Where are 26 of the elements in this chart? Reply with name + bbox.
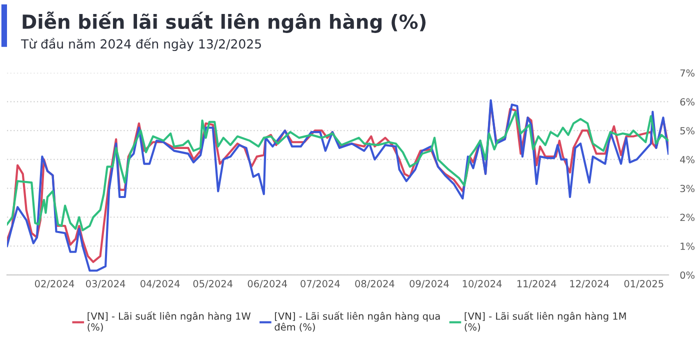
legend-label: [VN] - Lãi suất liên ngân hàng 1W (%)	[88, 311, 251, 332]
x-tick-label: 12/2024	[570, 280, 609, 288]
x-tick-label: 05/2024	[193, 280, 232, 288]
x-tick-label: 02/2024	[34, 280, 74, 288]
legend-label: [VN] - Lãi suất liên ngân hàng qua đêm (%)	[274, 311, 440, 332]
line-series	[7, 110, 668, 232]
y-tick-label: 4%	[680, 156, 694, 164]
x-tick-label: 10/2024	[462, 280, 502, 288]
x-tick-label: 07/2024	[300, 280, 340, 288]
x-tick-label: 09/2024	[410, 280, 449, 288]
legend-label: [VN] - Lãi suất liên ngân hàng 1M (%)	[464, 311, 626, 332]
x-tick-label: 03/2024	[86, 280, 126, 288]
y-tick-label: 6%	[680, 98, 694, 106]
y-tick-label: 0%	[680, 271, 694, 279]
y-tick-label: 7%	[680, 69, 694, 77]
x-tick-label: 01/2025	[624, 280, 664, 288]
x-tick-label: 11/2024	[517, 280, 556, 288]
x-tick-label: 04/2024	[140, 280, 180, 288]
y-tick-label: 3%	[680, 184, 694, 192]
y-tick-label: 2%	[680, 214, 694, 222]
chart-subtitle: Từ đầu năm 2024 đến ngày 13/2/2025	[20, 38, 261, 52]
x-tick-label: 08/2024	[355, 280, 394, 288]
y-tick-label: 5%	[680, 127, 694, 134]
chart-title: Diễn biến lãi suất liên ngân hàng (%)	[22, 12, 426, 33]
x-tick-label: 06/2024	[248, 280, 288, 288]
y-tick-label: 1%	[680, 242, 694, 250]
